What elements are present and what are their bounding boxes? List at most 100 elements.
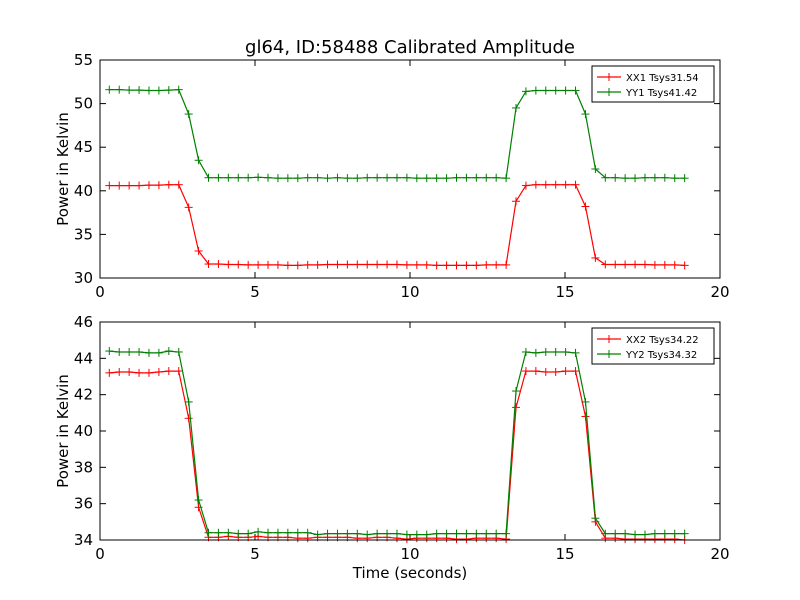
data-point <box>561 180 570 189</box>
data-point <box>135 86 144 95</box>
data-point <box>363 260 372 269</box>
data-point <box>402 530 411 539</box>
data-point <box>531 348 540 357</box>
data-point <box>452 173 461 182</box>
data-point <box>621 174 630 183</box>
data-point <box>174 367 183 376</box>
data-point <box>125 367 134 376</box>
data-point <box>105 85 114 94</box>
data-point <box>105 368 114 377</box>
data-point <box>204 173 213 182</box>
data-point <box>541 86 550 95</box>
data-point <box>432 261 441 270</box>
data-point <box>640 530 649 539</box>
data-point <box>303 260 312 269</box>
data-point <box>591 165 600 173</box>
data-point <box>115 367 124 376</box>
data-point <box>561 86 570 95</box>
data-point <box>442 261 451 270</box>
data-point <box>452 261 461 270</box>
legend-box <box>591 327 715 365</box>
data-point <box>551 367 560 376</box>
data-point <box>194 246 203 255</box>
data-point <box>184 203 193 212</box>
data-point <box>214 173 223 182</box>
data-point <box>472 529 481 538</box>
legend-entry: XX2 Tsys34.22 <box>597 335 699 346</box>
data-point <box>581 412 590 421</box>
data-point <box>482 260 491 269</box>
data-point <box>244 529 253 538</box>
data-point <box>174 180 183 189</box>
data-point <box>343 529 352 538</box>
data-point <box>224 173 233 182</box>
data-point <box>680 174 689 183</box>
data-point <box>492 529 501 538</box>
data-point <box>591 253 600 262</box>
data-point <box>273 260 282 269</box>
data-point <box>353 260 362 269</box>
data-point <box>422 530 431 539</box>
data-point <box>154 367 163 376</box>
data-point <box>521 347 530 356</box>
data-point <box>551 180 560 189</box>
data-point <box>482 173 491 182</box>
x-tick-label: 15 <box>555 545 574 563</box>
data-point <box>234 260 243 269</box>
data-point <box>670 174 679 183</box>
x-tick-label: 0 <box>95 283 105 301</box>
data-point <box>680 261 689 270</box>
data-point <box>353 174 362 183</box>
y-tick-label: 35 <box>74 225 93 243</box>
data-point <box>244 173 253 182</box>
data-point <box>383 529 392 538</box>
data-point <box>571 367 580 376</box>
legend-entry: YY2 Tsys34.32 <box>597 350 697 361</box>
data-point <box>571 348 580 357</box>
data-point <box>601 529 610 538</box>
y-tick-label: 40 <box>74 422 93 440</box>
figure-title: gl64, ID:58488 Calibrated Amplitude <box>245 37 575 58</box>
data-point <box>512 103 521 112</box>
data-point <box>531 180 540 189</box>
data-point <box>492 260 501 269</box>
data-point <box>621 529 630 538</box>
data-point <box>184 397 193 406</box>
x-tick-label: 5 <box>250 545 260 563</box>
data-point <box>264 173 273 182</box>
data-point <box>244 260 253 269</box>
series-1 <box>105 180 689 270</box>
data-point <box>561 347 570 356</box>
data-point <box>105 181 114 190</box>
data-point <box>273 174 282 183</box>
data-point <box>115 181 124 190</box>
data-point <box>392 529 401 538</box>
data-point <box>521 367 530 376</box>
data-point <box>640 260 649 269</box>
x-tick-label: 0 <box>95 545 105 563</box>
legend-entry: YY1 Tsys41.42 <box>597 88 697 99</box>
data-point <box>541 347 550 356</box>
data-point <box>660 260 669 269</box>
data-point <box>680 529 689 538</box>
data-point <box>432 174 441 183</box>
x-tick-label: 5 <box>250 283 260 301</box>
data-point <box>462 261 471 270</box>
data-point <box>264 260 273 269</box>
data-point <box>174 85 183 94</box>
data-point <box>264 528 273 537</box>
data-point <box>650 260 659 269</box>
data-point <box>611 529 620 538</box>
data-point <box>650 173 659 182</box>
data-point <box>105 347 114 356</box>
data-point <box>154 181 163 190</box>
data-point <box>601 260 610 269</box>
data-point <box>164 86 173 95</box>
data-point <box>621 260 630 269</box>
data-point <box>184 110 193 119</box>
data-point <box>670 529 679 538</box>
subplot-1: 0 5 10 15 20 30 35 40 45 50 55 Power in Kelvin XX1 T… <box>54 51 730 301</box>
y-axis-label: Power in Kelvin <box>54 112 72 226</box>
data-point <box>432 529 441 538</box>
y-tick-label: 46 <box>74 313 93 331</box>
